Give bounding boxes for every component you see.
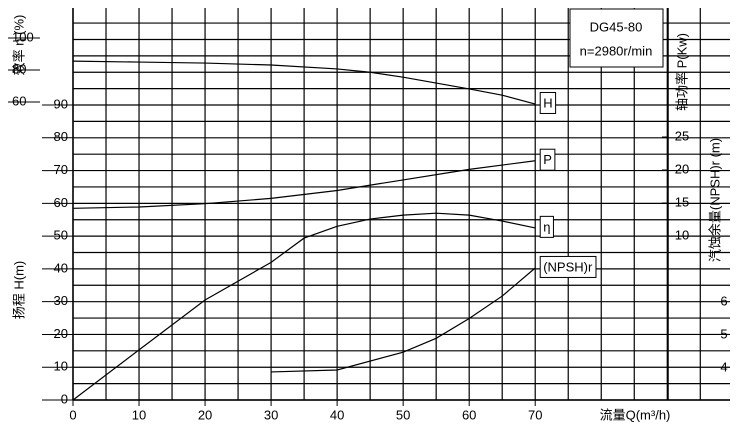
y3-axis-label: 汽蚀余量(NPSH)r (m)	[707, 138, 722, 262]
y-tick-label: 50	[54, 228, 68, 243]
chart-subtitle: n=2980r/min	[580, 43, 653, 58]
x-tick-label: 70	[528, 407, 542, 422]
chart-title: DG45-80	[590, 19, 643, 34]
series-label: H	[543, 95, 552, 110]
y-axis-label: 扬程 H(m)	[11, 261, 26, 320]
x-tick-label: 20	[198, 407, 212, 422]
eta-axis-label: 效率 η (%)	[11, 15, 26, 76]
series-label: η	[543, 219, 550, 234]
y-tick-label: 80	[54, 129, 68, 144]
series-line	[72, 160, 536, 209]
series-line	[271, 267, 536, 373]
eta-tick-label: 60	[12, 93, 26, 108]
x-tick-label: 40	[330, 407, 344, 422]
y-tick-label: 60	[54, 195, 68, 210]
y3-tick-label: 4	[720, 359, 727, 374]
y2-tick-label: 25	[675, 128, 689, 143]
y-tick-label: 70	[54, 162, 68, 177]
y-tick-label: 90	[54, 96, 68, 111]
series-line	[72, 60, 536, 105]
series-line	[72, 212, 536, 401]
y-tick-label: 20	[54, 326, 68, 341]
series-label-box	[539, 215, 554, 238]
y2-tick-label: 20	[675, 161, 689, 176]
y-tick-label: 0	[61, 391, 68, 406]
y-tick-label: 30	[54, 293, 68, 308]
series-label: (NPSH)r	[543, 259, 593, 274]
x-tick-label: 30	[264, 407, 278, 422]
x-axis-label: 流量Q(m³/h)	[600, 407, 671, 422]
eta-tick-label: 100	[12, 29, 34, 44]
y3-tick-label: 6	[720, 293, 727, 308]
y3-tick-label: 5	[720, 326, 727, 341]
y-tick-label: 40	[54, 260, 68, 275]
y2-tick-label: 15	[675, 194, 689, 209]
x-tick-label: 60	[462, 407, 476, 422]
series-label-box	[539, 255, 597, 278]
y2-axis-label: 轴功率 P(Kw)	[674, 33, 689, 111]
series-label-box	[539, 148, 556, 171]
eta-tick-label: 80	[12, 61, 26, 76]
title-box	[569, 8, 664, 68]
y-tick-label: 10	[54, 359, 68, 374]
x-tick-label: 50	[396, 407, 410, 422]
y2-tick-label: 10	[675, 227, 689, 242]
x-tick-label: 10	[132, 407, 146, 422]
series-label-box	[539, 91, 557, 114]
series-label: P	[543, 152, 552, 167]
x-tick-label: 0	[69, 407, 76, 422]
